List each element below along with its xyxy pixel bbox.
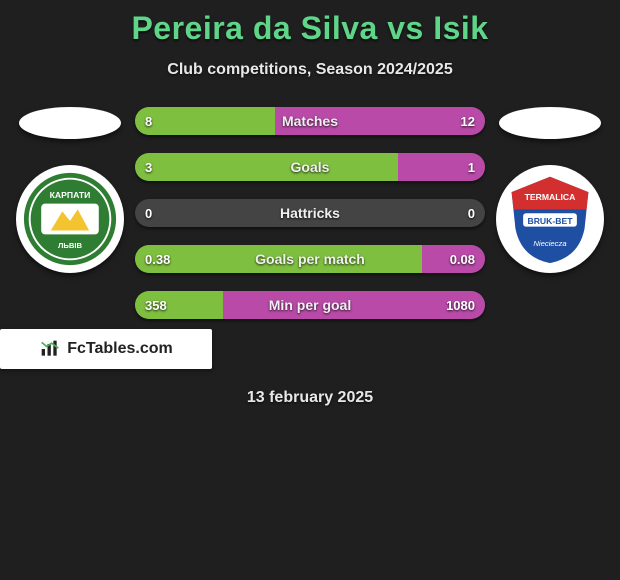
brand-text: FcTables.com (67, 340, 173, 358)
stat-right-value: 1 (468, 160, 475, 175)
stat-label: Hattricks (280, 205, 340, 221)
bar-chart-icon (39, 339, 61, 359)
right-column: TERMALICA BRUK-BET Nieciecza (495, 107, 605, 273)
stat-label: Matches (282, 113, 338, 129)
stat-label: Goals per match (255, 251, 365, 267)
stat-left-value: 358 (145, 298, 167, 313)
stat-right-value: 1080 (446, 298, 475, 313)
svg-text:BRUK-BET: BRUK-BET (527, 216, 573, 226)
stat-left-fill (135, 107, 275, 135)
right-player-avatar (499, 107, 601, 139)
stat-row: 8 Matches 12 (135, 107, 485, 135)
termalica-crest-icon: TERMALICA BRUK-BET Nieciecza (502, 171, 598, 267)
stat-right-value: 0.08 (450, 252, 475, 267)
stat-label: Goals (291, 159, 330, 175)
right-club-crest: TERMALICA BRUK-BET Nieciecza (496, 165, 604, 273)
svg-text:Nieciecza: Nieciecza (533, 239, 566, 248)
stat-left-value: 0.38 (145, 252, 170, 267)
stat-row: 0 Hattricks 0 (135, 199, 485, 227)
left-player-avatar (19, 107, 121, 139)
left-club-crest: КАРПАТИ ЛЬВІВ (16, 165, 124, 273)
left-column: КАРПАТИ ЛЬВІВ (15, 107, 125, 273)
stat-right-value: 12 (461, 114, 475, 129)
page-title: Pereira da Silva vs Isik (0, 10, 620, 47)
brand-badge[interactable]: FcTables.com (0, 329, 212, 369)
stat-row: 0.38 Goals per match 0.08 (135, 245, 485, 273)
stat-label: Min per goal (269, 297, 351, 313)
stat-row: 358 Min per goal 1080 (135, 291, 485, 319)
stat-left-value: 0 (145, 206, 152, 221)
svg-text:TERMALICA: TERMALICA (525, 192, 576, 202)
stat-right-value: 0 (468, 206, 475, 221)
karpaty-crest-icon: КАРПАТИ ЛЬВІВ (22, 171, 118, 267)
date-line: 13 february 2025 (0, 389, 620, 407)
svg-text:КАРПАТИ: КАРПАТИ (50, 190, 91, 200)
stat-left-value: 8 (145, 114, 152, 129)
stat-left-fill (135, 153, 398, 181)
stats-column: 8 Matches 12 3 Goals 1 0 Hattricks 0 0.38 Goals pe… (135, 107, 485, 319)
body-row: КАРПАТИ ЛЬВІВ 8 Matches 12 3 Goals 1 0 Hattrick… (0, 107, 620, 319)
comparison-card: Pereira da Silva vs Isik Club competitio… (0, 0, 620, 407)
stat-row: 3 Goals 1 (135, 153, 485, 181)
stat-left-value: 3 (145, 160, 152, 175)
svg-text:ЛЬВІВ: ЛЬВІВ (58, 241, 83, 250)
subtitle: Club competitions, Season 2024/2025 (0, 61, 620, 79)
